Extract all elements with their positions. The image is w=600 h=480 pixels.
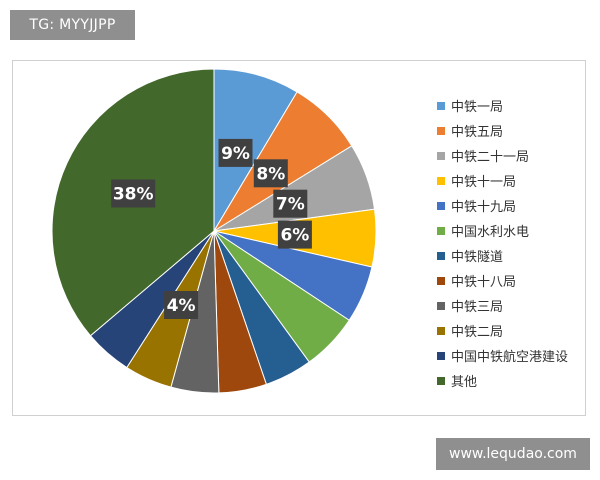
data-label-box [111, 179, 156, 208]
legend-item: 中铁隧道 [437, 243, 568, 268]
legend-swatch [437, 301, 445, 310]
data-label-box [164, 291, 199, 319]
legend-label: 中铁十一局 [451, 175, 517, 190]
legend-item: 其他 [437, 368, 568, 393]
pie-chart: 9% 8% 7% 6% 4% 38% [51, 68, 377, 394]
legend-swatch [437, 326, 445, 335]
legend-swatch [437, 101, 445, 110]
legend-swatch [437, 176, 445, 185]
legend-swatch [437, 226, 445, 235]
legend-swatch [437, 151, 445, 160]
data-label-text: 7% [276, 195, 305, 215]
legend-item: 中国水利水电 [437, 218, 568, 243]
legend-label: 中铁二十一局 [451, 150, 530, 165]
data-label-text: 9% [221, 144, 250, 164]
legend-item: 中铁二十一局 [437, 143, 568, 168]
legend-item: 中铁五局 [437, 118, 568, 143]
data-label-text: 38% [113, 185, 154, 205]
data-label-box [218, 138, 253, 167]
data-label-1: 8% [253, 159, 288, 188]
data-label-2: 7% [273, 189, 308, 218]
data-label-text: 8% [256, 164, 285, 184]
legend-swatch [437, 376, 445, 385]
legend-item: 中铁二局 [437, 318, 568, 343]
data-label-text: 6% [280, 226, 309, 246]
chart-legend: 中铁一局中铁五局中铁二十一局 中铁十一局中铁十九局中国水利水电 中铁隧道中铁十八局中… [437, 93, 568, 393]
data-label-box [253, 159, 288, 188]
legend-label: 中铁十九局 [451, 200, 517, 215]
legend-label: 中铁五局 [451, 125, 504, 140]
legend-label: 中国中铁航空港建设 [451, 350, 569, 365]
data-label-box [273, 189, 308, 218]
data-label-0: 9% [218, 138, 253, 167]
legend-label: 中铁一局 [451, 100, 504, 115]
legend-item: 中国中铁航空港建设 [437, 343, 568, 368]
legend-swatch [437, 201, 445, 210]
legend-item: 中铁十九局 [437, 193, 568, 218]
legend-item: 中铁十八局 [437, 268, 568, 293]
data-label-11: 38% [111, 179, 156, 208]
legend-item: 中铁一局 [437, 93, 568, 118]
legend-swatch [437, 251, 445, 260]
data-label-3: 6% [277, 220, 312, 249]
data-label-9: 4% [164, 291, 199, 319]
legend-label: 中国水利水电 [451, 225, 530, 240]
data-label-text: 4% [167, 296, 196, 316]
legend-label: 其他 [451, 375, 478, 390]
legend-item: 中铁十一局 [437, 168, 568, 193]
watermark-top-left: TG: MYYJJPP [10, 10, 135, 40]
legend-label: 中铁二局 [451, 325, 504, 340]
legend-swatch [437, 126, 445, 135]
legend-swatch [437, 276, 445, 285]
chart-area: 9% 8% 7% 6% 4% 38% 中铁一局中铁五局中铁二十一局 中铁十一局中铁十九局中国… [12, 60, 586, 416]
watermark-bottom-right: www.lequdao.com [436, 438, 590, 470]
legend-label: 中铁十八局 [451, 275, 517, 290]
data-label-box [277, 220, 312, 249]
legend-item: 中铁三局 [437, 293, 568, 318]
legend-label: 中铁三局 [451, 300, 504, 315]
legend-label: 中铁隧道 [451, 250, 504, 265]
pie-slice-0 [213, 68, 298, 233]
legend-swatch [437, 351, 445, 360]
